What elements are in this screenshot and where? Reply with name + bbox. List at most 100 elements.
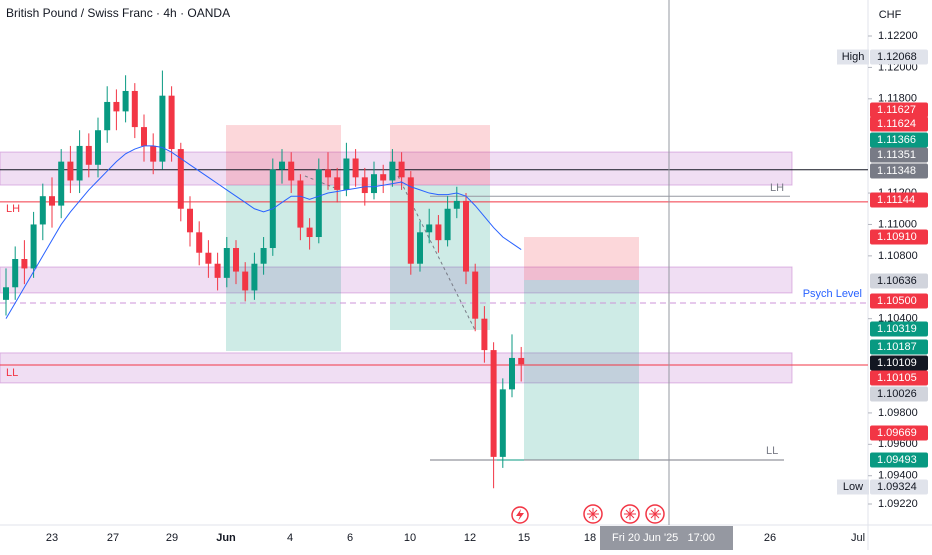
candle-body [352,158,359,178]
price-tag [870,229,928,245]
price-tag-label: 1.10910 [877,231,917,243]
price-tag [870,321,928,337]
annotation: LH [770,182,784,194]
x-tick-label: 23 [46,532,58,544]
price-tag [870,339,928,355]
candle-body [518,357,525,365]
price-tag-label: 1.10026 [877,388,917,400]
candle-body [21,259,28,269]
annotation: LL [6,367,18,379]
candle-body [131,90,138,128]
candle-body [95,130,101,165]
candle-body [371,174,377,194]
candle-body [104,101,111,131]
candle-body [288,161,295,181]
crosshair-label-bg [600,526,733,550]
candle-body [214,263,221,278]
zone [0,352,793,384]
chart-title: British Pound / Swiss Franc · 4h · OANDA [6,6,230,20]
candle-body [389,161,396,181]
candle-body [398,161,405,178]
projection-arrow [304,175,336,189]
zone [0,151,793,186]
candle-body [58,161,65,206]
currency-label: CHF [879,9,902,21]
candle-body [499,389,506,457]
x-tick-label: Jul [851,532,865,544]
annotation: Psych Level [803,288,862,300]
event-icons [511,504,665,524]
y-tick-label: 1.11000 [878,218,917,230]
price-tag [870,273,928,289]
y-tick-label: 1.09220 [878,498,918,510]
price-tag [870,192,928,208]
price-tag-label: 1.10187 [877,341,917,353]
price-tag [870,147,928,163]
candle-body [177,149,184,209]
x-tick-label: 10 [404,532,416,544]
moving-average [5,145,522,319]
candle-body [509,357,515,390]
price-tag [870,49,928,65]
x-tick-label: 18 [584,532,596,544]
x-tick-label: 15 [518,532,530,544]
candle-body [417,232,423,264]
x-tick-label: 4 [287,532,293,544]
candle-body [242,271,249,291]
candle-body [223,248,230,278]
price-tag [870,355,928,371]
candle-body [361,177,368,194]
candle-body [122,90,129,112]
candle-body [12,259,19,288]
price-tag-name-bg [837,479,869,495]
annotation: LL [766,445,778,457]
candle-body [481,318,488,351]
candle-body [159,95,166,162]
candle-body [150,145,157,162]
price-tag [870,479,928,495]
target-zone [226,185,341,352]
price-tag-label: 1.10105 [877,372,917,384]
x-tick-label: 27 [107,532,119,544]
candle-body [444,208,451,241]
y-tick-label: 1.11800 [878,93,917,105]
candle-body [205,252,212,264]
candle-body [297,180,304,228]
price-tag-name: High [842,51,865,63]
price-tag-label: 1.09324 [877,481,917,493]
candle-body [325,169,331,178]
price-tag-label: 1.11348 [877,165,916,177]
candle-body [233,248,239,272]
candle-body [67,161,74,181]
price-tag-label: 1.10109 [877,357,917,369]
candle-body [141,127,147,146]
stop-zone [390,125,490,186]
projection-arrow [397,175,476,331]
candle-body [334,177,341,190]
price-tag-name: Low [843,481,863,493]
y-tick-label: 1.10800 [878,250,918,262]
price-tag [870,293,928,309]
stop-zone [524,237,639,281]
candle-body [472,271,479,319]
y-tick-label: 1.09800 [878,407,918,419]
price-tag-label: 1.11351 [877,149,916,161]
price-tag [870,102,928,118]
y-tick-label: 1.09600 [878,438,918,450]
price-tag [870,452,928,468]
candle-body [380,174,387,181]
x-tick-label: 26 [764,532,776,544]
crosshair-label: Fri 20 Jun '25 17:00 [612,532,715,544]
target-zone [524,280,639,461]
candle-body [85,145,92,165]
x-tick-label: 29 [166,532,178,544]
price-tag-label: 1.11144 [877,194,915,206]
price-tag-name-bg [837,49,869,65]
price-tag [870,163,928,179]
candle-body [343,158,350,190]
candle-body [490,350,497,457]
zone [0,266,793,294]
candle-body [49,196,55,206]
price-tag-label: 1.12068 [877,51,917,63]
